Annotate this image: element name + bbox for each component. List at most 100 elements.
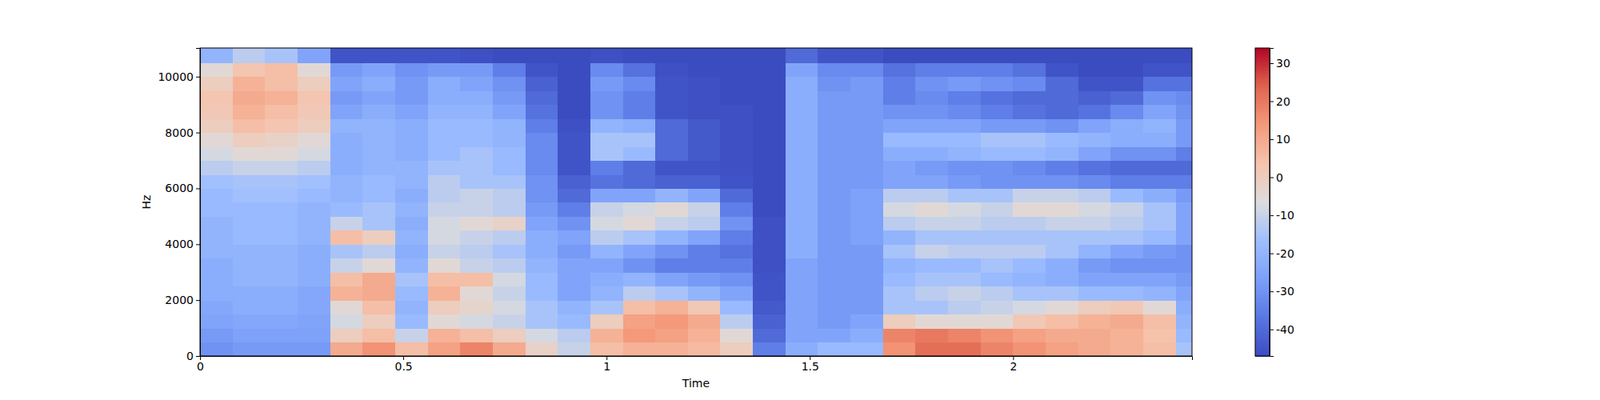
heat-cell	[492, 76, 526, 92]
heat-cell	[980, 188, 1014, 203]
heat-cell	[948, 216, 981, 231]
heat-cell	[948, 48, 981, 64]
heat-cell	[1110, 104, 1144, 120]
heat-cell	[883, 328, 916, 343]
heat-cell	[362, 314, 396, 329]
chart: 00.511.520200040006000800010000TimeHz-40…	[0, 0, 1600, 400]
heat-cell	[980, 174, 1014, 189]
heat-cell	[980, 76, 1014, 92]
heat-cell	[752, 48, 786, 64]
heat-cell	[655, 216, 688, 231]
heat-cell	[460, 342, 493, 356]
heat-cell	[883, 146, 916, 161]
heat-cell	[395, 76, 428, 92]
heat-cell	[1078, 132, 1112, 148]
heat-cell	[817, 132, 851, 148]
heat-cell	[1045, 300, 1079, 315]
heat-cell	[623, 48, 656, 64]
heat-cell	[948, 146, 981, 161]
tick-label: 30	[1276, 56, 1291, 70]
heat-cell	[1176, 272, 1192, 287]
heat-cell	[1176, 160, 1192, 176]
heat-cell	[785, 188, 819, 203]
heat-cell	[948, 160, 981, 176]
heat-cell	[232, 342, 266, 356]
heat-cell	[915, 244, 948, 259]
heat-cell	[1045, 118, 1079, 133]
heat-cell	[785, 314, 819, 329]
heat-cell	[1143, 272, 1176, 287]
heat-cell	[752, 160, 786, 176]
heat-cell	[817, 244, 851, 259]
heat-cell	[1078, 216, 1112, 231]
heat-cell	[785, 300, 819, 315]
heat-cell	[817, 146, 851, 161]
heat-cell	[720, 300, 753, 315]
heat-cell	[330, 76, 364, 92]
heat-cell	[200, 188, 233, 203]
heat-cell	[1176, 230, 1192, 245]
heat-cell	[460, 314, 493, 329]
heat-cell	[720, 62, 753, 77]
heat-cell	[915, 90, 948, 105]
heat-cell	[785, 146, 819, 161]
heat-cell	[395, 160, 428, 176]
heat-cell	[623, 216, 656, 231]
heat-cell	[264, 258, 298, 273]
heat-cell	[492, 300, 526, 315]
heat-cell	[688, 160, 721, 176]
heat-cell	[948, 62, 981, 77]
heat-cell	[752, 174, 786, 189]
tick-mark	[1269, 63, 1274, 64]
heat-cell	[200, 104, 233, 120]
heat-cell	[428, 174, 461, 189]
heat-cell	[850, 272, 884, 287]
heat-cell	[655, 76, 688, 92]
tick: 2	[1009, 356, 1017, 373]
heat-cell	[785, 132, 819, 148]
heat-cell	[948, 286, 981, 301]
heat-cell	[330, 328, 364, 343]
heat-cell	[948, 188, 981, 203]
heat-cell	[428, 202, 461, 217]
heat-cell	[1045, 342, 1079, 356]
heat-cell	[948, 132, 981, 148]
heat-cell	[785, 90, 819, 105]
heat-cell	[688, 132, 721, 148]
heat-cell	[395, 300, 428, 315]
heat-cell	[817, 314, 851, 329]
heat-cell	[883, 104, 916, 120]
heat-cell	[232, 258, 266, 273]
heat-cell	[1045, 314, 1079, 329]
heat-cell	[232, 76, 266, 92]
heat-cell	[590, 174, 624, 189]
heat-cell	[980, 244, 1014, 259]
heat-cell	[460, 188, 493, 203]
heat-cell	[1143, 174, 1176, 189]
heat-cell	[688, 202, 721, 217]
heat-cell	[460, 76, 493, 92]
heat-cell	[428, 118, 461, 133]
tick: 1	[603, 356, 611, 373]
heat-cell	[525, 132, 559, 148]
heat-cell	[883, 342, 916, 356]
heat-cell	[525, 244, 559, 259]
heat-cell	[1176, 342, 1192, 356]
heat-cell	[492, 48, 526, 64]
heat-cell	[492, 188, 526, 203]
heat-cell	[428, 272, 461, 287]
heat-cell	[1143, 132, 1176, 148]
heat-cell	[623, 300, 656, 315]
tick: 0	[196, 356, 204, 373]
axis-line	[1270, 48, 1275, 357]
heat-cell	[785, 328, 819, 343]
heat-cell	[623, 132, 656, 148]
heat-cell	[362, 230, 396, 245]
heat-cell	[330, 286, 364, 301]
heat-cell	[557, 62, 591, 77]
heat-cell	[200, 48, 233, 64]
heat-cell	[232, 160, 266, 176]
heat-cell	[850, 328, 884, 343]
heat-cell	[557, 258, 591, 273]
heat-cell	[785, 160, 819, 176]
